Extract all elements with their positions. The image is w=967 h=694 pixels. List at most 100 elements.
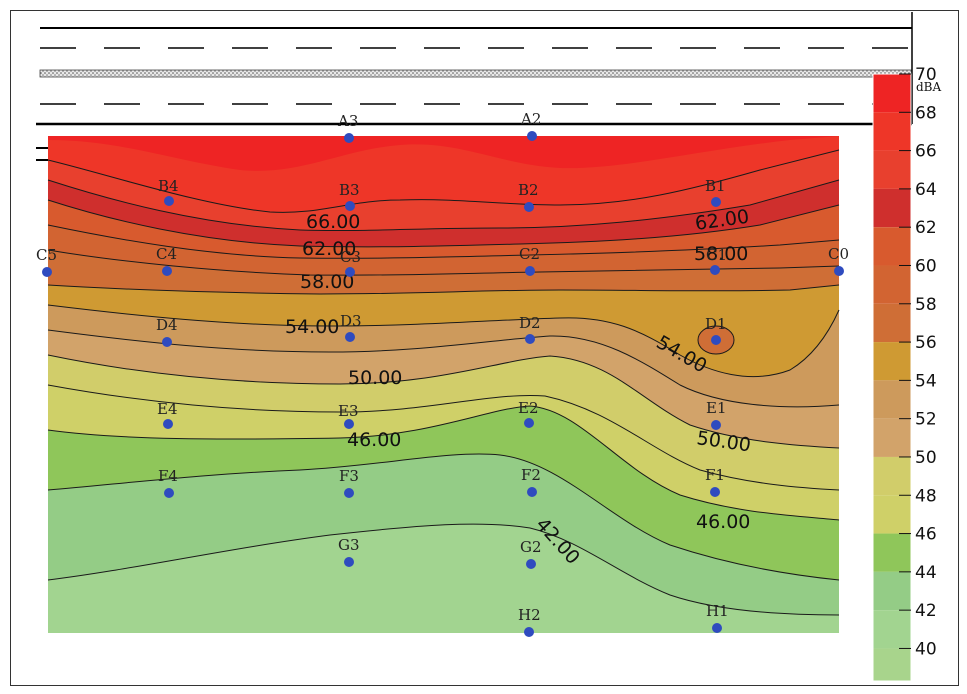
- svg-text:D4: D4: [156, 316, 178, 334]
- svg-text:D3: D3: [340, 312, 362, 330]
- point-e2: E2: [518, 399, 539, 428]
- colorbar-tick-label-62: 62: [915, 218, 937, 238]
- contour-line-46: [47, 405, 840, 521]
- svg-text:B3: B3: [339, 181, 360, 199]
- contour-line-48: [47, 384, 840, 491]
- svg-text:H1: H1: [706, 602, 729, 620]
- contour-bands: [48, 136, 839, 633]
- svg-text:D2: D2: [519, 314, 541, 332]
- colorbar-band-52: [873, 380, 911, 419]
- svg-text:E4: E4: [157, 400, 178, 418]
- svg-text:F3: F3: [339, 467, 359, 485]
- svg-text:B1: B1: [705, 177, 726, 195]
- svg-text:F1: F1: [705, 466, 725, 484]
- colorbar-tick-label-50: 50: [915, 448, 937, 468]
- contour-line-42: [47, 523, 840, 616]
- svg-text:A2: A2: [520, 110, 541, 128]
- colorbar-tick-label-46: 46: [915, 525, 937, 545]
- svg-text:C2: C2: [519, 245, 540, 263]
- colorbar-frame: [872, 73, 912, 682]
- contour-line-44: [47, 453, 840, 581]
- svg-text:E2: E2: [518, 399, 539, 417]
- colorbar-band-44: [873, 533, 911, 572]
- contour-label-66: 66.00: [306, 211, 360, 233]
- svg-text:A3: A3: [337, 112, 358, 130]
- point-d2: D2: [519, 314, 541, 344]
- colorbar-band-42: [873, 571, 911, 611]
- measurement-points: A3 A2 B4 B3 B2 B1 C5 C4 C3 C2 C1 C0 D4 D…: [36, 110, 849, 637]
- svg-text:E1: E1: [706, 399, 727, 417]
- colorbar-tick-label-40: 40: [915, 639, 937, 659]
- colorbar-tick-label-54: 54: [915, 371, 937, 391]
- colorbar-band-60: [873, 227, 911, 266]
- colorbar-legend: 70 68 66 64 62 60 58 56 54 52 50 48 46 44 42 40 dBA: [872, 65, 942, 682]
- colorbar-unit: dBA: [916, 80, 942, 94]
- svg-text:F2: F2: [521, 466, 541, 484]
- svg-text:H2: H2: [518, 606, 541, 624]
- svg-text:E3: E3: [338, 402, 359, 420]
- contour-line-56: [47, 284, 840, 295]
- colorbar-tick-label-56: 56: [915, 333, 937, 353]
- colorbar-band-68: [873, 74, 911, 113]
- svg-text:C5: C5: [36, 246, 57, 264]
- colorbar-tick-label-44: 44: [915, 563, 937, 583]
- svg-text:C4: C4: [156, 245, 177, 263]
- svg-text:D1: D1: [705, 315, 727, 333]
- colorbar-tick-label-58: 58: [915, 295, 937, 315]
- colorbar-band-66: [873, 112, 911, 151]
- point-c2: C2: [519, 245, 540, 276]
- colorbar-tick-label-68: 68: [915, 103, 937, 123]
- point-b2: B2: [518, 181, 539, 212]
- point-g2: G2: [520, 538, 542, 569]
- point-h2: H2: [518, 606, 541, 637]
- point-g3: G3: [338, 536, 360, 567]
- point-c5: C5: [36, 246, 57, 277]
- colorbar-tick-label-70: 70: [915, 65, 937, 85]
- point-d3: D3: [340, 312, 362, 342]
- svg-text:G3: G3: [338, 536, 360, 554]
- point-b3: B3: [339, 181, 360, 211]
- point-c1: C1: [706, 246, 727, 275]
- contour-label-58-right: 58.00: [694, 243, 748, 265]
- point-d4: D4: [156, 316, 178, 347]
- colorbar-band-58: [873, 265, 911, 304]
- contour-label-50: 50.00: [348, 367, 402, 389]
- point-h1: H1: [706, 602, 729, 633]
- colorbar-band-46: [873, 495, 911, 534]
- svg-text:C3: C3: [340, 248, 361, 266]
- colorbar-tick-label-42: 42: [915, 601, 937, 621]
- contour-label-62-left: 62.00: [302, 238, 356, 260]
- point-b4: B4: [158, 177, 179, 206]
- median-strip: [39, 69, 913, 78]
- colorbar-band-62: [873, 188, 911, 228]
- road-diagram: [36, 12, 913, 161]
- point-c4: C4: [156, 245, 177, 276]
- point-d1: D1: [705, 315, 727, 345]
- point-f4: F4: [158, 467, 178, 498]
- colorbar-band-64: [873, 150, 911, 189]
- point-f1: F1: [705, 466, 725, 497]
- point-e1: E1: [706, 399, 727, 430]
- point-f2: F2: [521, 466, 541, 497]
- point-a3: A3: [337, 112, 358, 143]
- colorbar-tick-label-52: 52: [915, 410, 937, 430]
- point-b1: B1: [705, 177, 726, 207]
- colorbar-tick-label-60: 60: [915, 256, 937, 276]
- colorbar-band-48: [873, 456, 911, 496]
- point-e4: E4: [157, 400, 178, 429]
- colorbar-band-56: [873, 303, 911, 343]
- svg-text:B2: B2: [518, 181, 539, 199]
- colorbar-band-50: [873, 418, 911, 457]
- svg-text:F4: F4: [158, 467, 178, 485]
- colorbar-band-40: [873, 610, 911, 649]
- svg-text:G2: G2: [520, 538, 542, 556]
- svg-text:C0: C0: [828, 245, 849, 263]
- point-c0: C0: [828, 245, 849, 276]
- contour-label-46: 46.00: [347, 429, 401, 451]
- contour-label-58-left: 58.00: [300, 271, 354, 293]
- contour-line-60: [47, 224, 840, 259]
- point-c3: C3: [340, 248, 361, 277]
- svg-text:C1: C1: [706, 246, 727, 264]
- colorbar-ticks: 70 68 66 64 62 60 58 56 54 52 50 48 46 44 42 40: [899, 65, 937, 659]
